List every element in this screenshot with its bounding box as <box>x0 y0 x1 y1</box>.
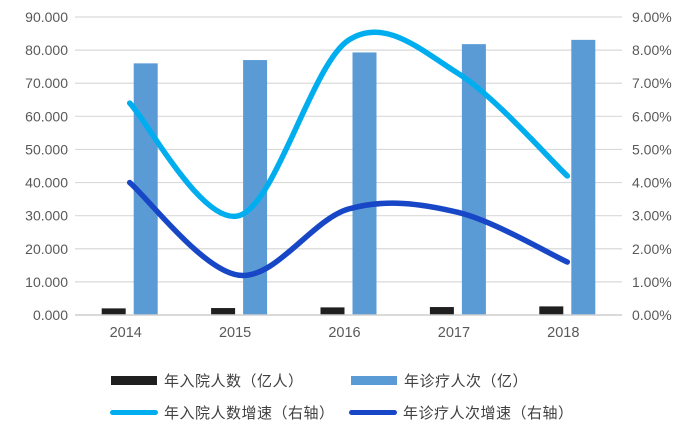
legend-item-visits-growth-line: 年诊疗人次增速（右轴） <box>349 401 574 423</box>
legend-row-2: 年入院人数增速（右轴） 年诊疗人次增速（右轴） <box>0 401 697 423</box>
legend-item-admissions-growth-line: 年入院人数增速（右轴） <box>110 401 335 423</box>
left-axis-tick-label: 80.000 <box>25 42 68 58</box>
right-axis-tick-label: 7.00% <box>632 75 672 91</box>
left-axis-tick-label: 70.000 <box>25 75 68 91</box>
legend-item-admissions-bar: 年入院人数（亿人） <box>111 369 304 391</box>
bar-admissions <box>539 306 564 315</box>
legend-swatch-black-bar <box>111 375 157 385</box>
bar-visits <box>571 39 596 315</box>
left-axis-tick-label: 10.000 <box>25 274 68 290</box>
line-admissions-growth <box>126 29 571 219</box>
x-axis-tick-label: 2018 <box>547 325 579 341</box>
left-axis-tick-label: 50.000 <box>25 141 68 157</box>
bar-admissions <box>429 307 454 315</box>
bar-admissions <box>211 308 236 315</box>
legend-swatch-blue-bar <box>351 375 397 385</box>
legend-swatch-cyan-line <box>110 409 158 415</box>
left-axis-tick-label: 60.000 <box>25 108 68 124</box>
legend-label: 年入院人数（亿人） <box>164 371 304 390</box>
left-axis-tick-label: 0.000 <box>33 307 68 323</box>
legend-label: 年诊疗人次（亿） <box>404 371 529 390</box>
right-axis-tick-label: 3.00% <box>632 208 672 224</box>
x-axis-tick-label: 2014 <box>110 325 142 341</box>
right-axis-tick-label: 6.00% <box>632 108 672 124</box>
legend-label: 年入院人数增速（右轴） <box>164 403 335 422</box>
left-axis-tick-label: 40.000 <box>25 175 68 191</box>
legend-swatch-darkblue-line <box>349 409 397 415</box>
left-axis-tick-label: 90.000 <box>25 9 68 25</box>
left-axis-tick-label: 20.000 <box>25 241 68 257</box>
bar-visits <box>352 52 377 315</box>
left-axis-tick-label: 30.000 <box>25 208 68 224</box>
bar-admissions <box>320 307 345 315</box>
right-axis-tick-label: 5.00% <box>632 141 672 157</box>
x-axis-tick-label: 2015 <box>219 325 251 341</box>
legend-label: 年诊疗人次增速（右轴） <box>403 403 574 422</box>
x-axis-tick-label: 2017 <box>438 325 470 341</box>
right-axis-tick-label: 2.00% <box>632 241 672 257</box>
right-axis-tick-label: 4.00% <box>632 175 672 191</box>
right-axis-tick-label: 8.00% <box>632 42 672 58</box>
line-visits-growth <box>126 179 571 279</box>
right-axis-tick-label: 9.00% <box>632 9 672 25</box>
bar-admissions <box>101 308 126 315</box>
legend-item-visits-bar: 年诊疗人次（亿） <box>351 369 528 391</box>
right-axis-tick-label: 1.00% <box>632 274 672 290</box>
x-axis-tick-label: 2016 <box>328 325 360 341</box>
right-axis-tick-label: 0.00% <box>632 307 672 323</box>
chart-plot-area: 0.000 10.000 20.000 30.000 40.000 50.000 60.00… <box>25 9 672 341</box>
legend-row-1: 年入院人数（亿人） 年诊疗人次（亿） <box>0 369 697 391</box>
